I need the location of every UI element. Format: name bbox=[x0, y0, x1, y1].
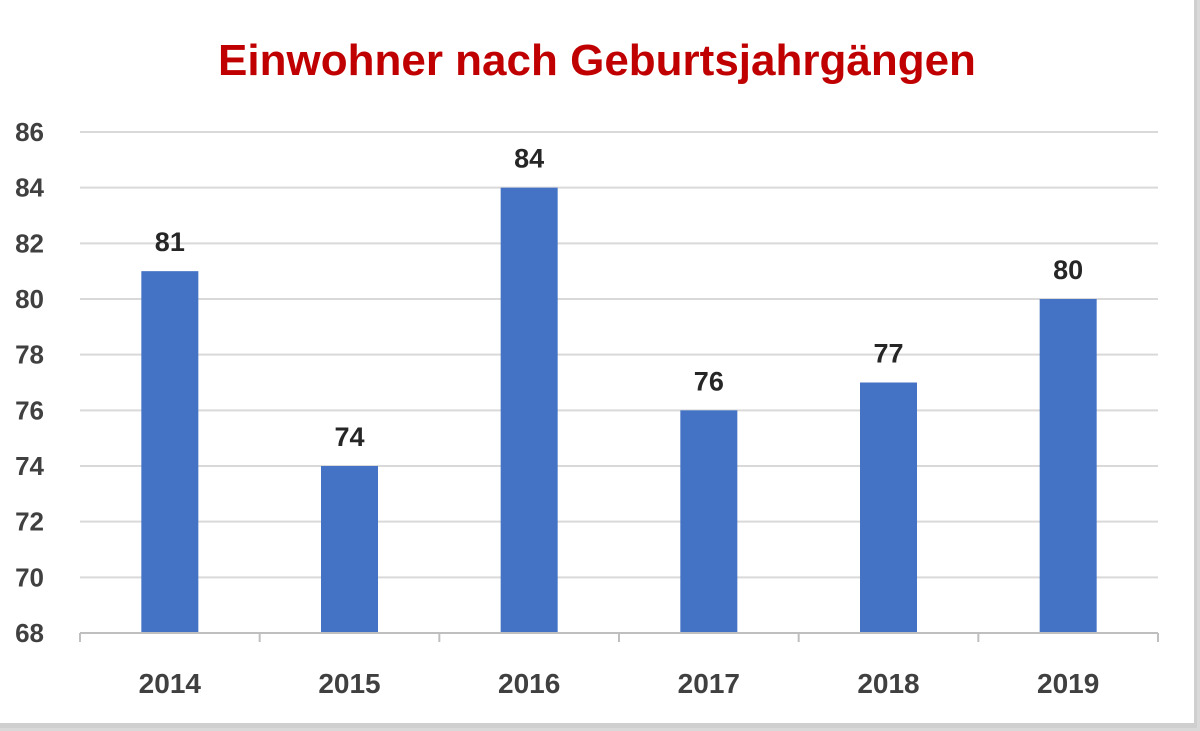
x-tick-label-2014: 2014 bbox=[139, 668, 202, 699]
data-label-2016: 84 bbox=[514, 144, 544, 174]
bar-2016 bbox=[500, 187, 558, 633]
x-tick-label-2016: 2016 bbox=[498, 668, 560, 699]
y-tick-label: 68 bbox=[15, 618, 44, 648]
data-label-2015: 74 bbox=[334, 422, 364, 452]
data-label-2018: 77 bbox=[873, 339, 903, 369]
bar-2017 bbox=[680, 410, 738, 633]
data-label-2019: 80 bbox=[1053, 255, 1083, 285]
y-tick-label: 80 bbox=[15, 284, 44, 314]
x-tick-label-2019: 2019 bbox=[1037, 668, 1099, 699]
y-tick-label: 86 bbox=[15, 117, 44, 147]
x-tick-label-2017: 2017 bbox=[678, 668, 740, 699]
y-tick-label: 74 bbox=[15, 451, 44, 481]
chart-title: Einwohner nach Geburtsjahrgängen bbox=[218, 36, 976, 85]
x-axis: 2014 2015 2016 2017 2018 2019 bbox=[79, 632, 1159, 699]
data-label-2017: 76 bbox=[694, 366, 724, 396]
x-tick-label-2018: 2018 bbox=[857, 668, 919, 699]
bar-2014 bbox=[141, 271, 199, 633]
gridlines bbox=[80, 131, 1158, 579]
bars bbox=[141, 187, 1097, 633]
data-label-2014: 81 bbox=[155, 227, 185, 257]
y-tick-label: 76 bbox=[15, 395, 44, 425]
y-axis-ticks: 68 70 72 74 76 78 80 82 84 86 bbox=[15, 117, 44, 648]
bar-2018 bbox=[860, 382, 917, 633]
y-tick-label: 84 bbox=[15, 173, 44, 203]
bar-2019 bbox=[1039, 299, 1097, 633]
x-tick-label-2015: 2015 bbox=[318, 668, 380, 699]
data-labels: 81 74 84 76 77 80 bbox=[155, 144, 1083, 452]
y-tick-label: 82 bbox=[15, 228, 44, 258]
y-tick-label: 72 bbox=[15, 507, 44, 537]
y-tick-label: 70 bbox=[15, 562, 44, 592]
y-tick-label: 78 bbox=[15, 340, 44, 370]
bar-2015 bbox=[321, 466, 378, 633]
